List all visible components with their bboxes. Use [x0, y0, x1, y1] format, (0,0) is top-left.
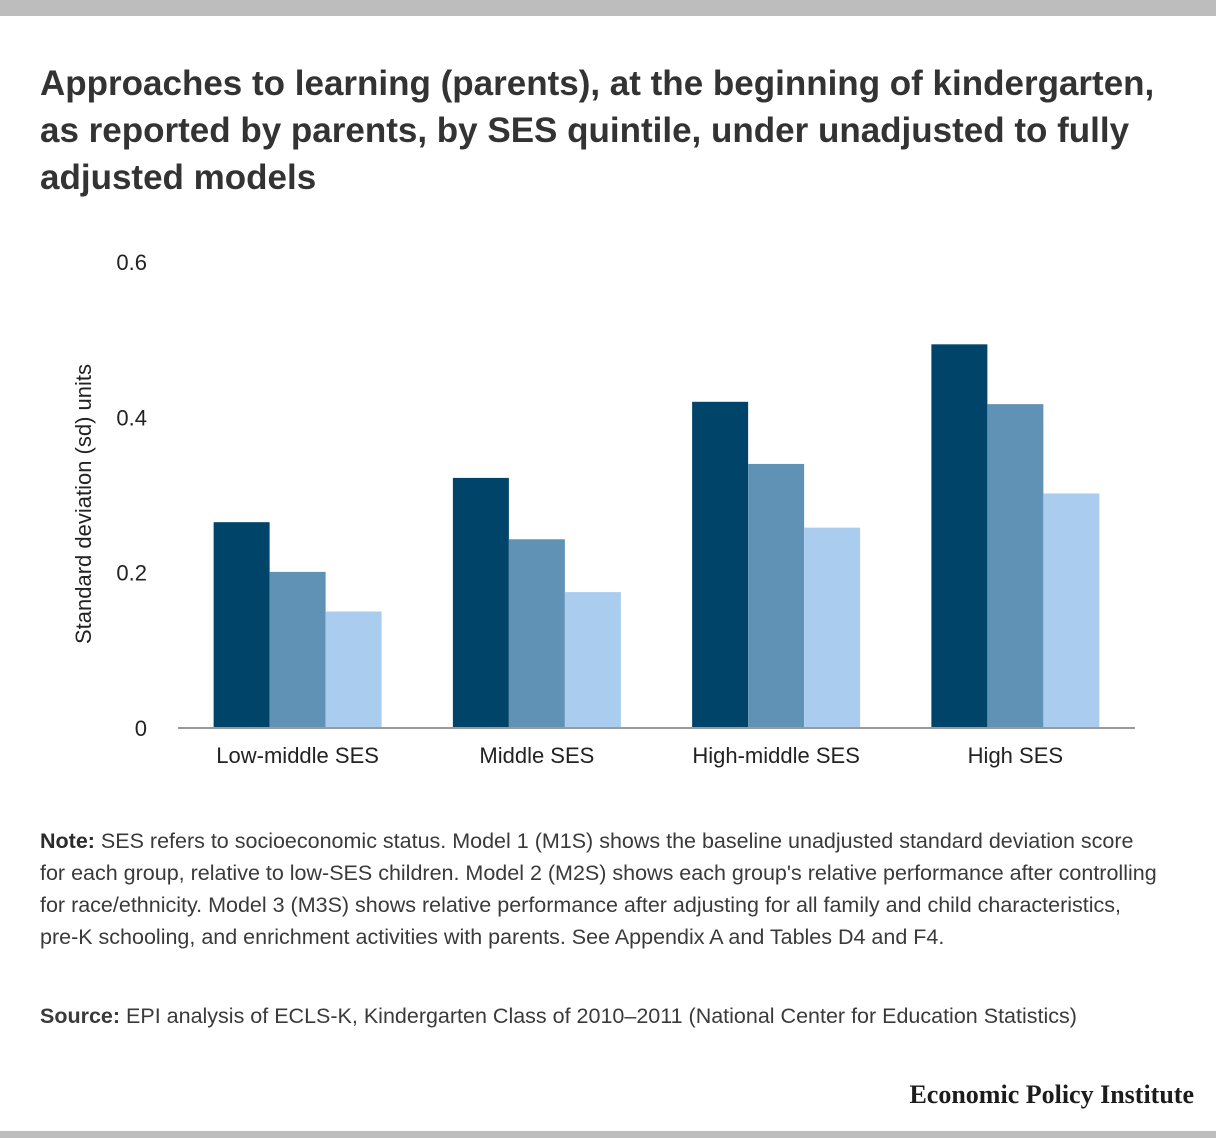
bar — [1043, 493, 1100, 728]
bar — [987, 404, 1044, 728]
bar — [564, 592, 621, 728]
brand-logo: Economic Policy Institute — [909, 1080, 1194, 1109]
x-tick-label: High-middle SES — [692, 743, 860, 768]
x-tick-label: High SES — [968, 743, 1063, 768]
bar — [213, 522, 270, 728]
note-label: Note: — [40, 829, 95, 853]
bar — [692, 401, 749, 728]
bottom-border-bar — [0, 1131, 1216, 1138]
bar — [269, 571, 326, 728]
bar — [452, 477, 509, 728]
note-body: SES refers to socioeconomic status. Mode… — [40, 829, 1157, 949]
y-tick-label: 0.2 — [116, 561, 147, 586]
x-tick-label: Low-middle SES — [216, 743, 379, 768]
source-text: Source: EPI analysis of ECLS-K, Kinderga… — [40, 1000, 1160, 1032]
y-axis-label: Standard deviation (sd) units — [71, 364, 96, 644]
bar — [325, 611, 382, 728]
y-tick-label: 0.6 — [116, 250, 147, 275]
y-tick-label: 0.4 — [116, 405, 147, 430]
bar — [748, 463, 805, 728]
bar-chart: 0 0.2 0.4 0.6 Standard deviation (sd) units L… — [71, 250, 1135, 768]
bar — [931, 344, 988, 728]
x-tick-label: Middle SES — [479, 743, 594, 768]
source-label: Source: — [40, 1004, 121, 1028]
chart-title: Approaches to learning (parents), at the… — [40, 64, 1155, 197]
source-body: EPI analysis of ECLS-K, Kindergarten Cla… — [120, 1004, 1077, 1028]
y-tick-label: 0 — [135, 716, 147, 741]
bar — [508, 539, 565, 728]
top-border-bar — [0, 0, 1216, 16]
bar — [804, 527, 861, 728]
note-text: Note: SES refers to socioeconomic status… — [40, 825, 1160, 953]
